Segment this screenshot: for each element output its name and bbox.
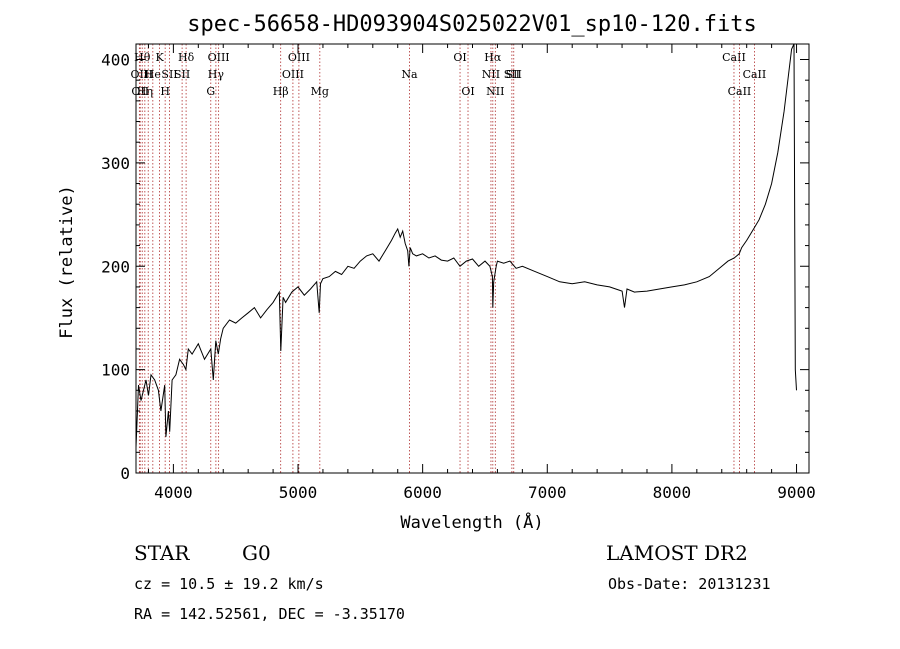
spectral-line-label: SII: [174, 68, 190, 81]
y-tick-label: 200: [101, 257, 130, 276]
y-tick-label: 100: [101, 361, 130, 380]
x-tick-label: 8000: [653, 483, 692, 502]
x-axis-label: Wavelength (Å): [400, 511, 543, 533]
spectral-line-label: K: [155, 51, 164, 64]
x-tick-label: 5000: [279, 483, 318, 502]
spectral-line-label: CaII: [743, 68, 767, 81]
spectral-line-label: CaII: [722, 51, 746, 64]
spectral-line-label: H: [160, 85, 170, 98]
y-axis-label: Flux (relative): [57, 185, 77, 339]
spectral-line-label: G: [206, 85, 215, 98]
spectral-line-label: CaII: [728, 85, 752, 98]
spectral-line-label: Hδ: [178, 51, 195, 64]
redshift-cz: cz = 10.5 ± 19.2 km/s: [134, 575, 324, 593]
spectral-line-label: OI: [461, 85, 474, 98]
x-tick-label: 6000: [403, 483, 442, 502]
spectral-line-label: Hα: [484, 51, 502, 64]
subclass: G0: [242, 541, 271, 565]
spectral-line-label: H: [143, 68, 153, 81]
y-tick-label: 400: [101, 51, 130, 70]
y-tick-label: 300: [101, 154, 130, 173]
spectral-line-label: SII: [506, 68, 522, 81]
chart-title: spec-56658-HD093904S025022V01_sp10-120.f…: [187, 12, 757, 37]
spectral-line-label: OIII: [282, 68, 304, 81]
spectral-line-label: NII: [482, 68, 500, 81]
spectral-line-label: Hη: [137, 85, 153, 98]
observation-date: Obs-Date: 20131231: [608, 575, 771, 593]
spectral-line-label: He: [145, 68, 161, 81]
spectral-line-label: Mg: [311, 85, 329, 98]
spectral-line-label: OII: [131, 68, 149, 81]
x-tick-label: 7000: [528, 483, 567, 502]
spectral-line-label: SII: [161, 68, 177, 81]
x-axis-ticks: 4000 5000 6000 7000 8000 9000: [147, 44, 816, 502]
survey-name: LAMOST DR2: [606, 541, 748, 565]
spectral-line-label: NII: [486, 85, 504, 98]
spectral-line-label: Na: [401, 68, 418, 81]
spectral-line-label: OIII: [288, 51, 310, 64]
y-axis-ticks: 0 100 200 300 400: [101, 51, 809, 483]
spectral-line-label: OI: [453, 51, 466, 64]
spectral-line-label: Hβ: [273, 85, 289, 98]
y-tick-label: 0: [120, 464, 130, 483]
spectral-line-label: OIII: [208, 51, 230, 64]
x-tick-label: 4000: [154, 483, 193, 502]
spectrum-line: [135, 43, 797, 448]
x-tick-label: 9000: [777, 483, 816, 502]
spectral-lines: OIIOIIHθHηHHeKHSIISIIHδGHγOIIIHβOIIIOIII…: [131, 44, 767, 473]
spectral-line-label: Hγ: [208, 68, 225, 81]
object-type: STAR: [134, 541, 190, 565]
spectrum-series: [135, 43, 797, 448]
spectral-line-label: Hθ: [134, 51, 151, 64]
ra-dec: RA = 142.52561, DEC = -3.35170: [134, 605, 405, 623]
spectral-line-label: SII: [504, 68, 520, 81]
